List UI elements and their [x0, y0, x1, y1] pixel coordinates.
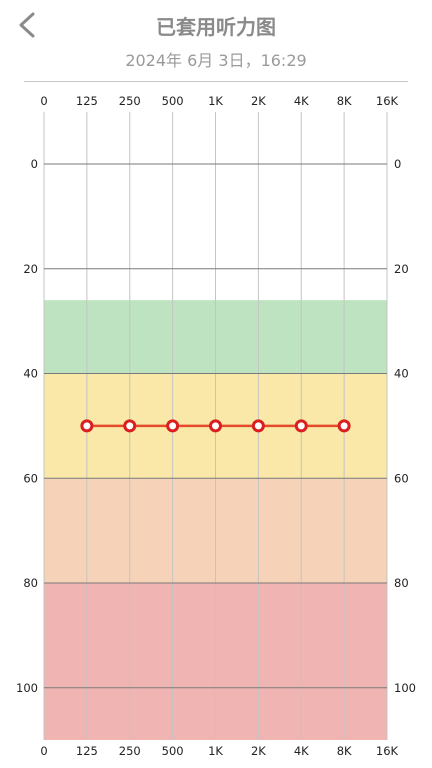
y-tick-label-left: 100 — [16, 681, 38, 695]
data-point-2K — [251, 419, 265, 433]
data-point-250 — [123, 419, 137, 433]
audiogram-date: 2024年 6月 3日，16:29 — [125, 51, 307, 70]
x-tick-label-bottom: 500 — [162, 744, 184, 758]
header: 已套用听力图 2024年 6月 3日，16:29 — [0, 0, 432, 82]
x-tick-label-top: 8K — [337, 94, 352, 108]
y-tick-label-right: 60 — [394, 471, 409, 485]
x-tick-label-top: 2K — [251, 94, 266, 108]
y-tick-label-right: 80 — [394, 576, 409, 590]
x-tick-label-bottom: 250 — [119, 744, 141, 758]
x-tick-label-bottom: 0 — [40, 744, 47, 758]
y-tick-label-left: 80 — [23, 576, 38, 590]
data-point-4K — [294, 419, 308, 433]
x-tick-label-top: 4K — [294, 94, 309, 108]
y-tick-label-left: 0 — [31, 157, 38, 171]
data-point-125 — [80, 419, 94, 433]
x-tick-label-bottom: 8K — [337, 744, 352, 758]
x-tick-label-top: 500 — [162, 94, 184, 108]
x-tick-label-top: 16K — [376, 94, 399, 108]
y-tick-label-right: 0 — [394, 157, 401, 171]
back-button[interactable] — [12, 8, 42, 42]
y-tick-label-right: 40 — [394, 367, 409, 381]
data-point-8K — [337, 419, 351, 433]
y-tick-label-left: 40 — [23, 367, 38, 381]
x-tick-label-bottom: 2K — [251, 744, 266, 758]
data-point-500 — [166, 419, 180, 433]
x-tick-label-top: 250 — [119, 94, 141, 108]
x-tick-label-bottom: 16K — [376, 744, 399, 758]
x-tick-label-top: 125 — [76, 94, 98, 108]
y-tick-label-right: 20 — [394, 262, 409, 276]
data-point-1K — [209, 419, 222, 433]
chevron-left-icon — [19, 12, 35, 38]
x-tick-label-top: 0 — [40, 94, 47, 108]
page-title: 已套用听力图 — [156, 15, 276, 39]
x-tick-label-top: 1K — [208, 94, 223, 108]
y-tick-label-left: 20 — [23, 262, 38, 276]
x-tick-label-bottom: 125 — [76, 744, 98, 758]
y-tick-label-left: 60 — [23, 471, 38, 485]
header-divider — [24, 81, 408, 82]
y-tick-label-right: 100 — [394, 681, 416, 695]
x-tick-label-bottom: 1K — [208, 744, 223, 758]
x-tick-label-bottom: 4K — [294, 744, 309, 758]
